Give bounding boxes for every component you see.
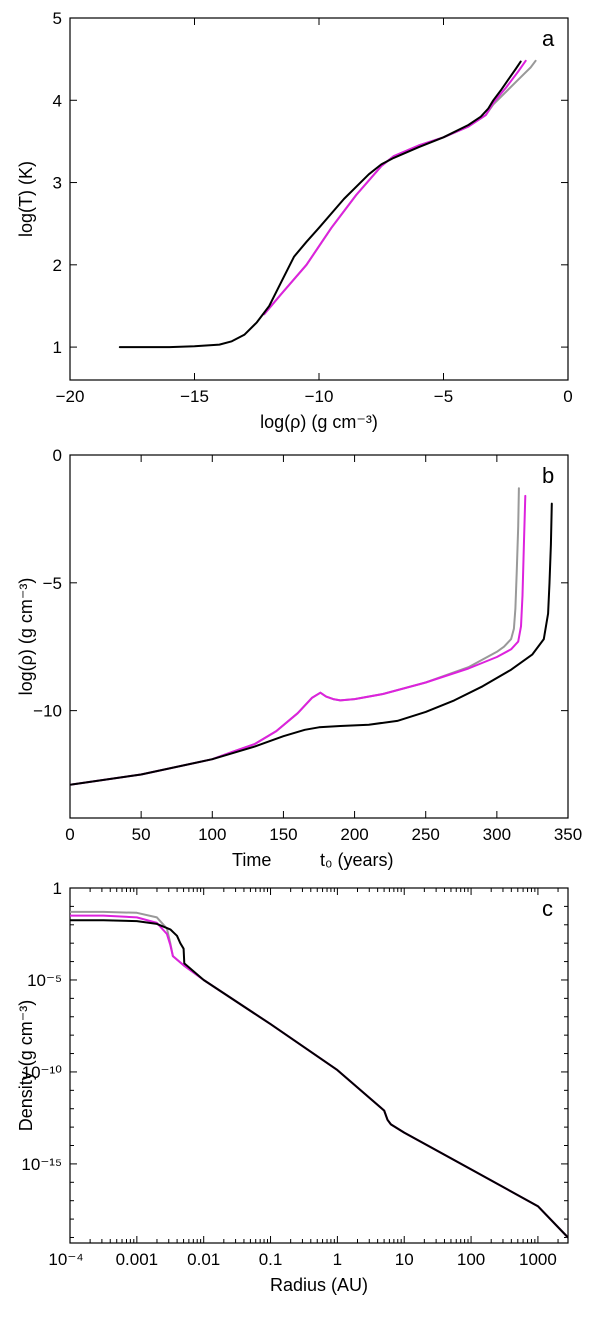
plot-frame (69, 454, 569, 819)
y-tick-label: 0 (53, 446, 62, 465)
x-tick-label: 0.1 (259, 1250, 283, 1269)
x-tick-label: −5 (434, 387, 453, 406)
x-tick-label: 200 (340, 825, 368, 844)
panel-a: −20 −15 −10 −5 0 1 2 3 4 5 a log(ρ) (g cm⁻³) log(T) … (16, 9, 573, 432)
x-tick-label: −10 (305, 387, 334, 406)
x-axis-label: log(ρ) (g cm⁻³) (260, 412, 378, 432)
series-line-magenta (70, 494, 527, 786)
y-tick-label: 3 (53, 174, 62, 193)
y-tick-label: 1 (53, 338, 62, 357)
x-tick-label: 10 (395, 1250, 414, 1269)
panel-letter: a (542, 26, 555, 51)
series-line-gray (70, 487, 520, 786)
x-tick-label: 50 (132, 825, 151, 844)
x-tick-label: −15 (180, 387, 209, 406)
y-axis-label: log(T) (K) (16, 161, 36, 237)
panel-letter: c (542, 896, 553, 921)
y-tick-label: 10⁻¹⁵ (21, 1155, 62, 1174)
y-axis-label: log(ρ) (g cm⁻³) (16, 578, 36, 696)
y-tick-label: 1 (53, 879, 62, 898)
x-tick-label: 350 (554, 825, 582, 844)
plot-frame (69, 17, 569, 381)
x-tick-label: 1000 (519, 1250, 557, 1269)
x-tick-label: 0 (65, 825, 74, 844)
x-axis-label: Radius (AU) (270, 1275, 368, 1295)
panel-letter: b (542, 463, 554, 488)
x-tick-label: 0.001 (116, 1250, 159, 1269)
x-tick-label: 0.01 (187, 1250, 220, 1269)
plot-frame (69, 887, 569, 1244)
series-line-black (70, 502, 553, 786)
x-tick-label: 100 (457, 1250, 485, 1269)
x-tick-label: 150 (269, 825, 297, 844)
x-tick-label: 10⁻⁴ (48, 1250, 83, 1269)
x-axis-label-units: t₀ (years) (320, 850, 393, 870)
series-line-black (70, 919, 568, 1239)
x-axis-label: Time (232, 850, 271, 870)
x-tick-label: 250 (412, 825, 440, 844)
series-line-gray (70, 910, 568, 1239)
x-tick-label: 1 (333, 1250, 342, 1269)
y-tick-label: 4 (53, 91, 62, 110)
y-tick-label: −5 (43, 574, 62, 593)
series-line-magenta (70, 914, 568, 1239)
y-tick-label: 2 (53, 256, 62, 275)
x-tick-label: −20 (56, 387, 85, 406)
panel-c: 10⁻⁴ 0.001 0.01 0.1 1 10 100 1000 1 10⁻⁵ 10⁻¹⁰ 10⁻¹… (16, 879, 569, 1295)
y-tick-label: 10⁻⁵ (27, 971, 62, 990)
y-axis-label: Density (g cm⁻³) (16, 1000, 36, 1132)
panel-b: 0 50 100 150 200 250 300 350 −10 −5 0 b Time t₀ (year… (16, 446, 582, 870)
series-line-black (118, 60, 522, 349)
y-tick-label: 5 (53, 9, 62, 28)
x-tick-label: 300 (483, 825, 511, 844)
series-line-magenta (263, 59, 527, 316)
x-tick-label: 100 (198, 825, 226, 844)
y-tick-label: −10 (33, 702, 62, 721)
x-tick-label: 0 (563, 387, 572, 406)
y-tick-label: 10⁻¹⁰ (22, 1063, 63, 1082)
